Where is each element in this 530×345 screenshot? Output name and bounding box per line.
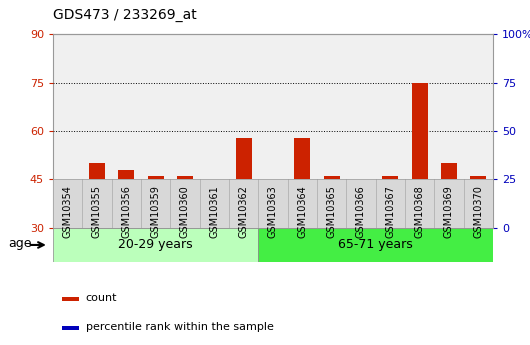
Bar <box>294 138 311 228</box>
Bar <box>89 221 105 226</box>
Bar <box>147 221 164 226</box>
Bar <box>382 176 399 228</box>
Bar <box>411 221 428 226</box>
Bar <box>294 221 311 226</box>
Text: GSM10356: GSM10356 <box>121 185 131 238</box>
Text: 20-29 years: 20-29 years <box>118 238 193 252</box>
Bar <box>235 138 252 228</box>
Bar <box>382 221 399 226</box>
Text: GSM10355: GSM10355 <box>92 185 102 238</box>
Bar <box>177 176 193 228</box>
Text: count: count <box>86 293 117 303</box>
Bar <box>235 221 252 226</box>
Text: GSM10359: GSM10359 <box>151 185 161 238</box>
Text: GDS473 / 233269_at: GDS473 / 233269_at <box>53 8 197 22</box>
Bar <box>353 189 369 228</box>
Text: GSM10369: GSM10369 <box>444 185 454 238</box>
Bar <box>118 221 135 226</box>
Text: GSM10366: GSM10366 <box>356 185 366 238</box>
Bar <box>258 228 493 262</box>
Bar <box>89 163 105 228</box>
Text: GSM10362: GSM10362 <box>238 185 249 238</box>
Bar <box>265 192 281 228</box>
Bar <box>59 199 76 228</box>
Bar <box>441 221 457 226</box>
Bar <box>206 196 223 228</box>
Text: age: age <box>8 237 31 250</box>
Bar <box>470 176 487 228</box>
Bar <box>441 163 457 228</box>
Text: percentile rank within the sample: percentile rank within the sample <box>86 322 273 332</box>
Text: GSM10364: GSM10364 <box>297 185 307 238</box>
Bar <box>265 221 281 226</box>
Text: GSM10360: GSM10360 <box>180 185 190 238</box>
Bar <box>470 221 487 226</box>
Bar <box>206 223 223 226</box>
Bar <box>323 176 340 228</box>
Text: GSM10363: GSM10363 <box>268 185 278 238</box>
Bar <box>53 228 258 262</box>
Text: GSM10361: GSM10361 <box>209 185 219 238</box>
Bar <box>63 297 78 301</box>
Text: GSM10365: GSM10365 <box>326 185 337 238</box>
Text: 65-71 years: 65-71 years <box>338 238 413 252</box>
Bar <box>147 176 164 228</box>
Text: GSM10354: GSM10354 <box>63 185 73 238</box>
Bar <box>118 170 135 228</box>
Bar <box>323 221 340 226</box>
Bar <box>353 221 369 226</box>
Bar <box>63 326 78 330</box>
Text: GSM10368: GSM10368 <box>414 185 425 238</box>
Text: GSM10370: GSM10370 <box>473 185 483 238</box>
Text: GSM10367: GSM10367 <box>385 185 395 238</box>
Bar <box>177 221 193 226</box>
Bar <box>59 221 76 226</box>
Bar <box>411 83 428 228</box>
